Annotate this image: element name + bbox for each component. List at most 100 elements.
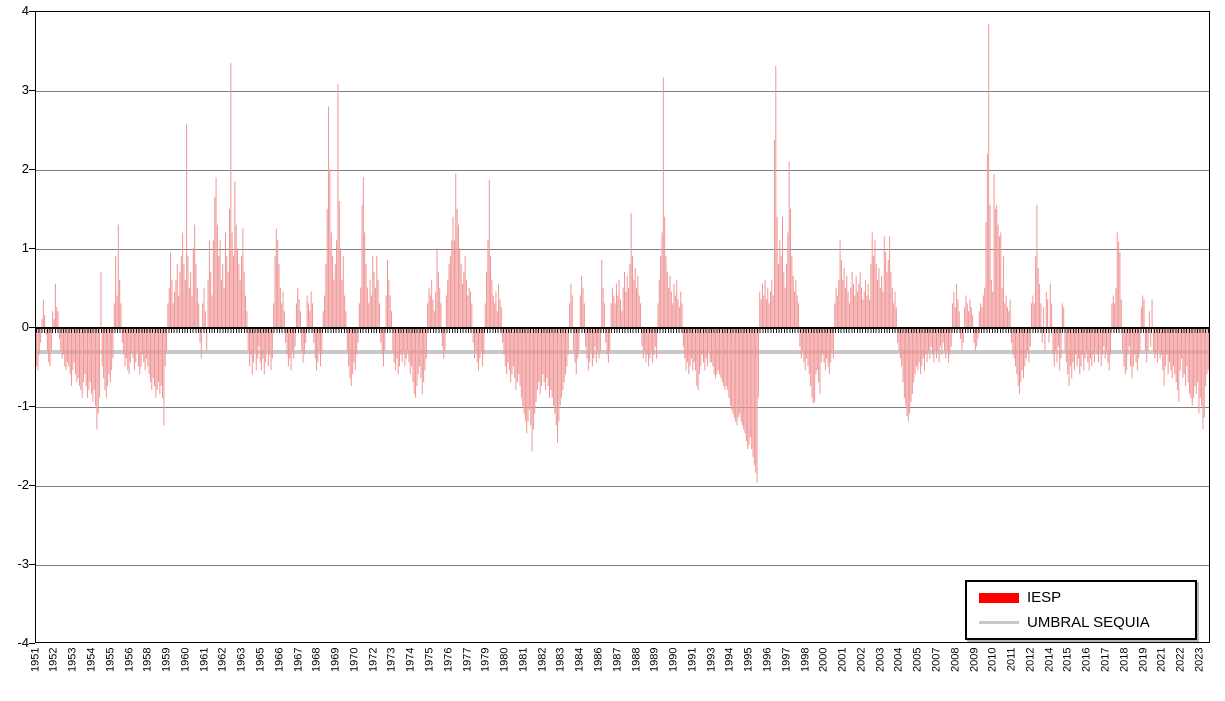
iesp-bar	[846, 275, 848, 327]
iesp-bar	[926, 327, 928, 363]
x-axis-tick-label: 1954	[85, 647, 98, 672]
iesp-bar	[844, 287, 846, 327]
iesp-bar	[491, 279, 493, 327]
iesp-bar	[637, 275, 639, 327]
iesp-bar	[111, 327, 113, 371]
iesp-bar	[396, 327, 398, 359]
iesp-bar	[798, 303, 800, 327]
iesp-bar	[877, 279, 879, 327]
iesp-bar	[1146, 327, 1148, 363]
iesp-bar	[729, 327, 731, 406]
y-axis-tick-label: 2	[21, 161, 29, 176]
iesp-bar	[985, 222, 987, 327]
iesp-bar	[1077, 327, 1079, 359]
iesp-bar	[773, 139, 775, 327]
iesp-bar	[377, 279, 379, 327]
iesp-bar	[591, 327, 593, 367]
iesp-bar	[873, 256, 875, 327]
x-axis-tick-label: 2009	[968, 647, 981, 672]
x-axis-tick-label: 1980	[498, 647, 511, 672]
x-axis-tick-label: 2000	[817, 647, 830, 672]
iesp-bar	[231, 232, 233, 327]
iesp-bar	[981, 307, 983, 327]
iesp-bar	[593, 327, 595, 359]
iesp-bar	[176, 264, 178, 327]
iesp-bar	[448, 264, 450, 327]
iesp-bar	[1203, 327, 1205, 418]
iesp-bar	[992, 291, 994, 327]
x-axis-tick-label: 2021	[1155, 647, 1168, 672]
iesp-bar	[435, 291, 437, 327]
iesp-bar	[160, 327, 162, 387]
legend-label-umbral-sequia: UMBRAL SEQUIA	[1027, 613, 1150, 631]
iesp-bar	[330, 232, 332, 327]
iesp-bar	[81, 327, 83, 398]
iesp-bar	[585, 327, 587, 347]
iesp-bar	[1088, 327, 1090, 371]
iesp-bar	[74, 327, 76, 375]
iesp-bar	[116, 295, 118, 327]
iesp-bar	[522, 327, 524, 406]
iesp-bar	[898, 327, 900, 351]
iesp-bar	[510, 327, 512, 383]
iesp-bar	[775, 65, 777, 328]
iesp-bar	[360, 287, 362, 327]
iesp-bar	[253, 327, 255, 363]
iesp-bar	[262, 327, 264, 359]
iesp-bar	[232, 256, 234, 327]
iesp-bar	[512, 327, 514, 367]
iesp-bar	[399, 327, 401, 367]
iesp-bar	[1156, 327, 1158, 363]
iesp-bar	[432, 299, 434, 327]
x-axis-tick-label: 1976	[442, 647, 455, 672]
iesp-bar	[946, 327, 948, 351]
iesp-bar	[405, 327, 407, 359]
iesp-bar	[855, 275, 857, 327]
iesp-bar	[645, 327, 647, 363]
iesp-bar	[206, 327, 208, 351]
iesp-bar	[895, 307, 897, 327]
iesp-bar	[704, 327, 706, 371]
iesp-bar	[633, 279, 635, 327]
iesp-bar	[1159, 327, 1161, 359]
iesp-bar	[887, 260, 889, 327]
iesp-bar	[530, 327, 532, 426]
iesp-bar	[237, 248, 239, 327]
iesp-bar	[241, 256, 243, 327]
iesp-bar	[815, 327, 817, 375]
iesp-bar	[1166, 327, 1168, 355]
iesp-bar	[677, 299, 679, 327]
iesp-bar	[743, 327, 745, 430]
iesp-bar	[1073, 327, 1075, 371]
iesp-bar	[41, 319, 43, 327]
iesp-bar	[728, 327, 730, 398]
x-axis-tick-label: 1953	[66, 647, 79, 672]
iesp-bar	[508, 327, 510, 371]
iesp-bar	[1040, 303, 1042, 327]
iesp-bar	[302, 327, 304, 363]
iesp-bar	[1207, 327, 1209, 371]
iesp-bar	[603, 303, 605, 327]
x-axis-tick-label: 1975	[423, 647, 436, 672]
iesp-bar	[159, 327, 161, 394]
iesp-bar	[602, 287, 604, 327]
iesp-bar	[567, 327, 569, 355]
iesp-bar	[1083, 327, 1085, 371]
x-axis-tick-label: 1968	[310, 647, 323, 672]
iesp-bar	[581, 275, 583, 327]
iesp-bar	[634, 267, 636, 327]
iesp-bar	[886, 271, 888, 327]
y-axis-tick	[29, 564, 35, 565]
iesp-bar	[723, 327, 725, 387]
iesp-bar	[1185, 327, 1187, 387]
iesp-bar	[362, 177, 364, 327]
iesp-bar	[569, 303, 571, 327]
iesp-bar	[1098, 327, 1100, 363]
iesp-bar	[636, 287, 638, 327]
x-axis-tick-label: 2004	[892, 647, 905, 672]
iesp-bar	[1112, 295, 1114, 327]
iesp-bar	[523, 327, 525, 414]
iesp-bar	[107, 327, 109, 387]
iesp-bar	[903, 327, 905, 398]
iesp-bar	[1107, 327, 1109, 363]
